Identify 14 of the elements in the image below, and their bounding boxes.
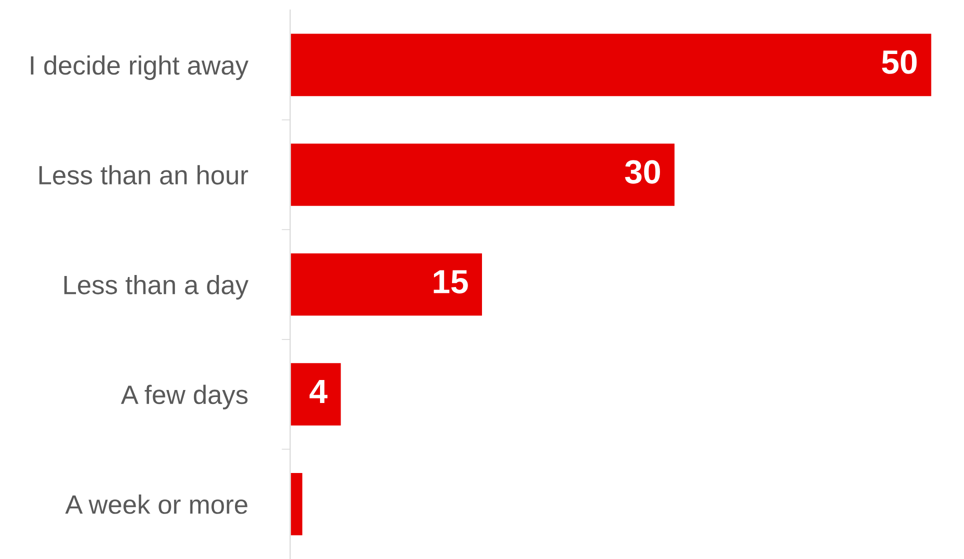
y-tick-label: I decide right away xyxy=(30,55,248,80)
bar xyxy=(290,472,304,537)
data-label: 30 xyxy=(625,160,660,184)
data-label: 4 xyxy=(310,380,328,403)
y-tick-label: Less than an hour xyxy=(39,165,248,185)
y-tick-label: A few days xyxy=(120,384,248,410)
data-label: 15 xyxy=(434,270,468,294)
bar xyxy=(290,32,933,98)
bar xyxy=(290,142,676,208)
data-label: 50 xyxy=(882,50,917,74)
bar xyxy=(290,252,484,318)
y-tick-label: Less than a day xyxy=(64,274,248,300)
bar xyxy=(290,362,342,427)
y-tick-label: A week or more xyxy=(65,494,248,514)
